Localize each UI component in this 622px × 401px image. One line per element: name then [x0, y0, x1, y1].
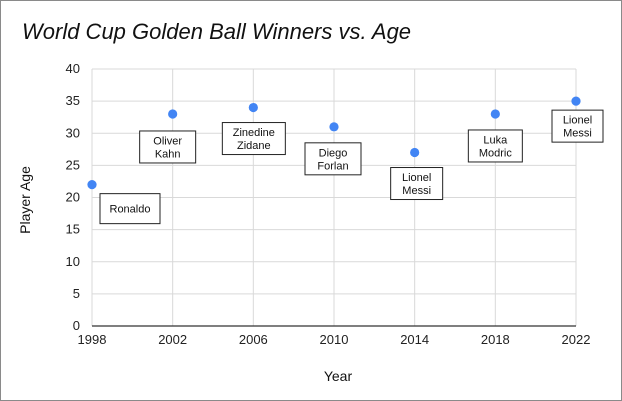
annotation-label: Messi: [402, 185, 431, 197]
x-tick-label: 2002: [158, 332, 187, 347]
annotation-box: [467, 129, 523, 163]
annotation-box: [390, 167, 444, 201]
annotation-label: Diego: [319, 147, 348, 159]
annotation-label: Lionel: [563, 115, 592, 127]
data-point: [248, 102, 258, 113]
chart-title: World Cup Golden Ball Winners vs. Age: [22, 19, 412, 44]
annotation-label: Zidane: [237, 140, 271, 152]
annotation-box: [221, 122, 286, 156]
annotation-label: Lionel: [402, 172, 431, 184]
x-tick-label: 2014: [400, 332, 429, 347]
data-points: [87, 96, 581, 190]
y-tick-label: 5: [73, 286, 80, 301]
x-tick-label: 2018: [481, 332, 510, 347]
annotation-box: [99, 193, 161, 225]
data-point: [168, 109, 178, 119]
data-point: [410, 147, 420, 158]
y-tick-label: 30: [66, 125, 80, 140]
y-tick-label: 10: [66, 254, 80, 269]
y-tick-label: 0: [73, 318, 80, 333]
x-tick-label: 2010: [320, 332, 349, 347]
y-tick-label: 40: [66, 61, 80, 76]
data-point: [329, 122, 339, 132]
y-tick-label: 25: [66, 157, 80, 172]
annotation-box: [304, 142, 362, 176]
x-tick-label: 2006: [239, 332, 268, 347]
grid-lines: [91, 68, 577, 327]
x-axis-label: Year: [324, 368, 353, 384]
tick-labels: 0 5 10 15 20 25 30 35 40 1998 2002 2006 2010 2014 2018…: [66, 61, 591, 347]
annotation-label: Messi: [563, 128, 592, 140]
annotation-box: [551, 109, 604, 143]
annotation-label: Luka: [483, 134, 508, 146]
x-tick-label: 1998: [78, 332, 107, 347]
annotation-label: Kahn: [155, 148, 181, 160]
y-tick-label: 35: [66, 93, 80, 108]
annotation-box: [139, 130, 197, 164]
data-point: [490, 109, 500, 119]
annotation-label: Modric: [479, 147, 513, 159]
annotation-label: Oliver: [153, 135, 182, 147]
data-point: [571, 96, 581, 106]
y-tick-label: 15: [66, 222, 80, 237]
annotation-label: Forlan: [317, 160, 348, 172]
annotation-label: Ronaldo: [110, 204, 151, 216]
data-point: [87, 180, 97, 190]
y-tick-label: 20: [66, 190, 80, 205]
x-tick-label: 2022: [562, 332, 591, 347]
y-axis-label: Player Age: [17, 166, 33, 234]
annotation-label: Zinedine: [233, 127, 275, 139]
